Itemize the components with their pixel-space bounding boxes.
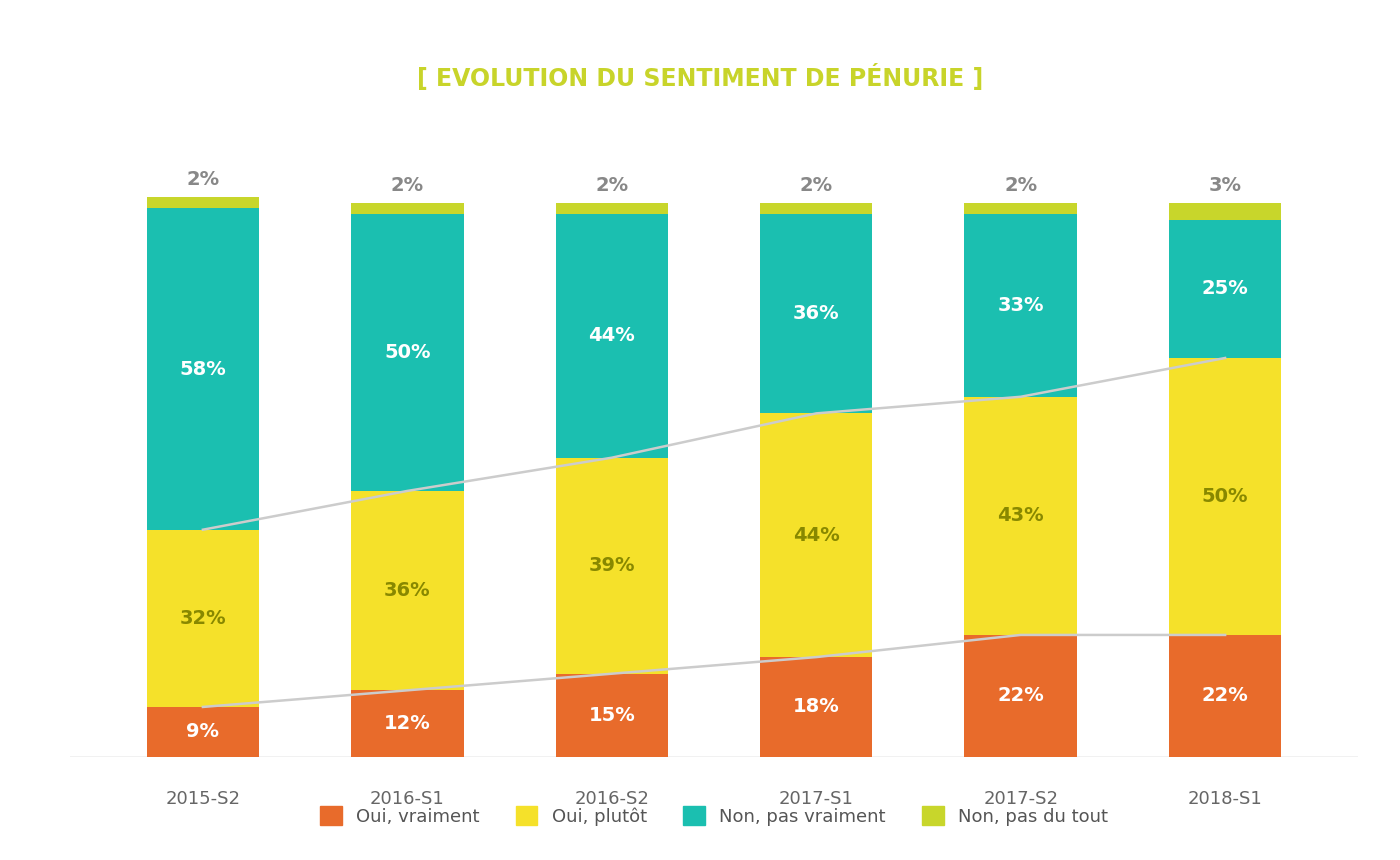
Text: 2%: 2% — [595, 175, 629, 194]
Text: 50%: 50% — [1201, 487, 1249, 506]
Bar — [760, 203, 872, 214]
Text: 12%: 12% — [384, 714, 431, 733]
Bar — [1169, 219, 1281, 358]
Legend: Oui, vraiment, Oui, plutôt, Non, pas vraiment, Non, pas du tout: Oui, vraiment, Oui, plutôt, Non, pas vra… — [312, 799, 1116, 832]
Text: [ EVOLUTION DU SENTIMENT DE PÉNURIE ]: [ EVOLUTION DU SENTIMENT DE PÉNURIE ] — [417, 64, 983, 91]
Text: 39%: 39% — [588, 556, 636, 575]
Bar — [351, 491, 463, 691]
Text: 50%: 50% — [384, 343, 431, 362]
Bar — [556, 458, 668, 673]
Bar — [965, 635, 1077, 757]
Text: 3%: 3% — [1208, 175, 1242, 194]
Text: 2%: 2% — [1004, 175, 1037, 194]
Text: 58%: 58% — [179, 359, 227, 378]
Text: 2017-S1: 2017-S1 — [778, 790, 854, 808]
Text: 43%: 43% — [997, 507, 1044, 525]
Text: 15%: 15% — [588, 706, 636, 725]
Text: 18%: 18% — [792, 697, 840, 716]
Bar — [351, 691, 463, 757]
Text: 2016-S1: 2016-S1 — [370, 790, 445, 808]
Bar — [147, 197, 259, 208]
Bar — [556, 214, 668, 458]
Text: 2016-S2: 2016-S2 — [574, 790, 650, 808]
Text: 2%: 2% — [391, 175, 424, 194]
Bar — [556, 203, 668, 214]
Text: 33%: 33% — [997, 296, 1044, 315]
Bar — [965, 214, 1077, 396]
Bar — [147, 707, 259, 757]
Bar — [965, 396, 1077, 635]
Text: 25%: 25% — [1201, 280, 1249, 298]
Text: 44%: 44% — [588, 326, 636, 346]
Text: 2%: 2% — [186, 170, 220, 189]
Bar — [760, 214, 872, 414]
Text: 2017-S2: 2017-S2 — [983, 790, 1058, 808]
Bar — [965, 203, 1077, 214]
Bar — [556, 673, 668, 757]
Text: 36%: 36% — [384, 581, 431, 600]
Text: 36%: 36% — [792, 304, 840, 323]
Text: 44%: 44% — [792, 525, 840, 544]
Bar — [147, 530, 259, 707]
Text: 9%: 9% — [186, 722, 220, 741]
Text: 22%: 22% — [1201, 686, 1249, 705]
Bar — [351, 214, 463, 491]
Text: 22%: 22% — [997, 686, 1044, 705]
Text: 2%: 2% — [799, 175, 833, 194]
Text: 2015-S2: 2015-S2 — [165, 790, 241, 808]
Bar — [147, 208, 259, 530]
Text: 32%: 32% — [179, 609, 227, 628]
Bar — [760, 657, 872, 757]
Bar — [1169, 358, 1281, 635]
Bar — [760, 414, 872, 657]
Bar — [1169, 203, 1281, 219]
Bar — [1169, 635, 1281, 757]
Bar — [351, 203, 463, 214]
Text: 2018-S1: 2018-S1 — [1187, 790, 1263, 808]
